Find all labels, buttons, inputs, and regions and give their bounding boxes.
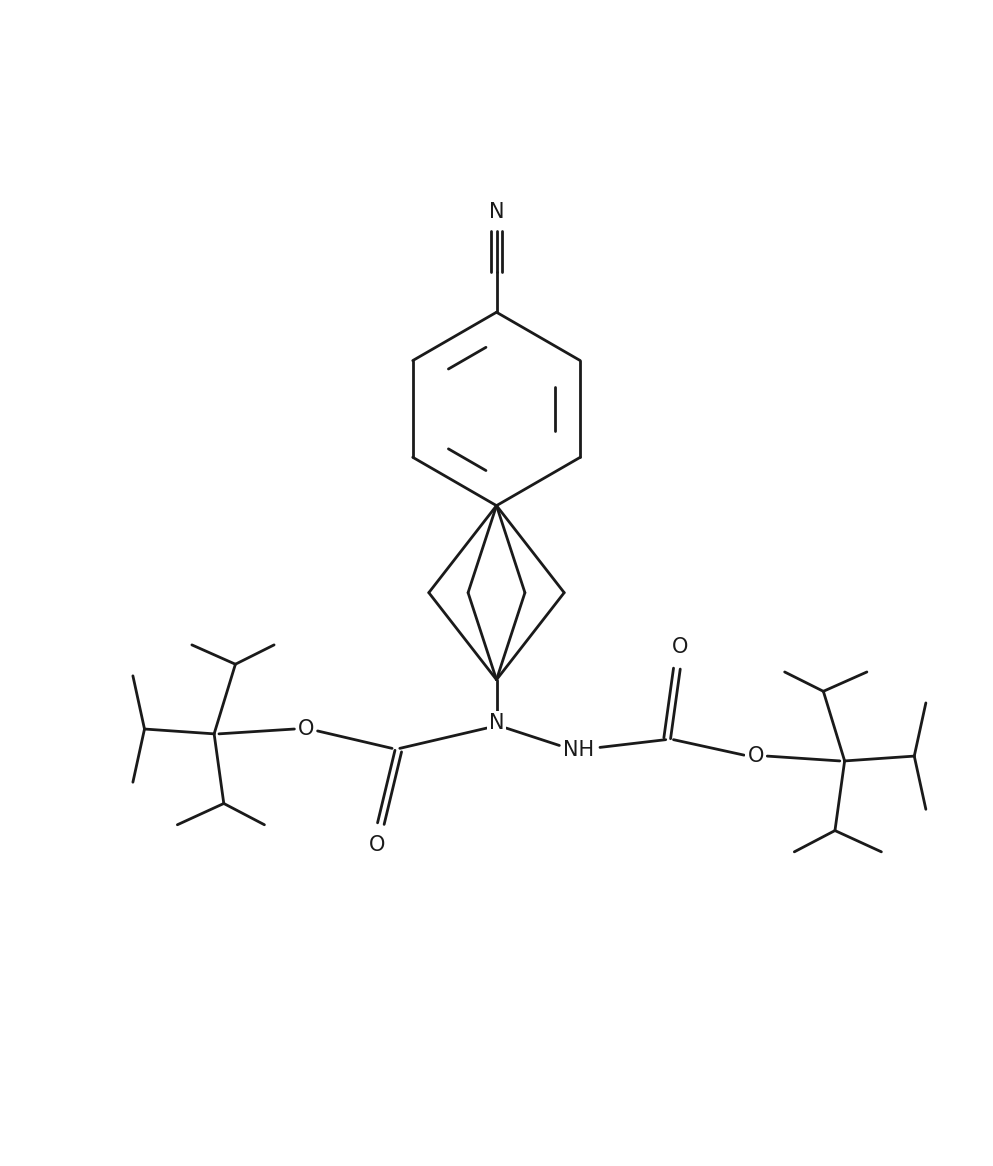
- Text: N: N: [489, 714, 504, 733]
- Text: O: O: [748, 746, 764, 766]
- Text: O: O: [369, 835, 385, 855]
- Text: N: N: [489, 202, 504, 222]
- Text: O: O: [672, 637, 688, 656]
- Text: NH: NH: [563, 740, 594, 760]
- Text: O: O: [298, 719, 314, 739]
